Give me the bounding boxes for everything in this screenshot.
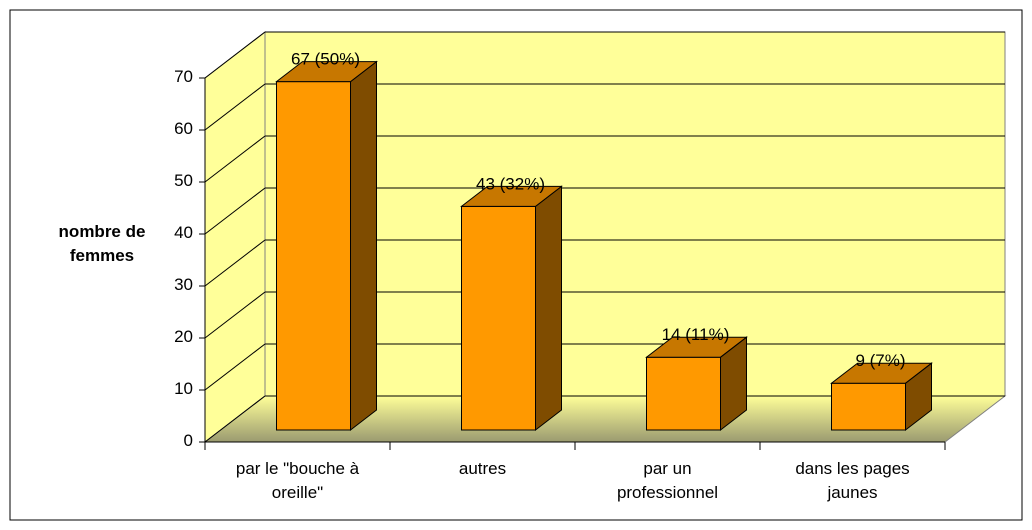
bar-front bbox=[461, 205, 536, 431]
bar-side bbox=[535, 185, 562, 432]
grid-line bbox=[204, 395, 266, 443]
x-tick-label: par un professionnel bbox=[617, 459, 718, 502]
grid-line bbox=[204, 135, 266, 183]
grid-line bbox=[204, 187, 266, 235]
y-axis-label: nombre de femmes bbox=[59, 222, 146, 265]
y-tick-label: 0 bbox=[184, 431, 193, 450]
bar bbox=[830, 362, 933, 432]
y-tick-label: 50 bbox=[174, 171, 193, 190]
value-label: 9 (7%) bbox=[855, 352, 905, 371]
bar-front bbox=[831, 382, 906, 431]
grid-line bbox=[204, 83, 266, 131]
bar-top bbox=[645, 336, 748, 358]
y-tick-label: 20 bbox=[174, 327, 193, 346]
side-wall bbox=[204, 30, 266, 444]
x-tick-label: dans les pages jaunes bbox=[795, 459, 909, 502]
bar-top bbox=[460, 185, 563, 207]
y-tick-label: 60 bbox=[174, 119, 193, 138]
bar bbox=[645, 336, 748, 432]
y-tick-label: 40 bbox=[174, 223, 193, 242]
grid-line bbox=[204, 239, 266, 287]
x-tick-label: par le "bouche à oreille" bbox=[236, 459, 360, 502]
y-tick-label: 70 bbox=[174, 67, 193, 86]
value-label: 14 (11%) bbox=[662, 326, 730, 345]
bar-side bbox=[350, 60, 377, 432]
grid-line bbox=[204, 343, 266, 391]
grid-line bbox=[204, 291, 266, 339]
y-tick-label: 30 bbox=[174, 275, 193, 294]
bar bbox=[460, 185, 563, 432]
bar bbox=[275, 60, 378, 432]
y-tick-label: 10 bbox=[174, 379, 193, 398]
value-label: 43 (32%) bbox=[476, 175, 545, 194]
value-label: 67 (50%) bbox=[291, 50, 360, 69]
bar-top bbox=[830, 362, 933, 384]
bar-front bbox=[646, 356, 721, 431]
bar-front bbox=[276, 81, 351, 431]
grid-line bbox=[204, 31, 266, 79]
x-tick-label: autres bbox=[459, 459, 506, 478]
bar-top bbox=[275, 61, 378, 83]
